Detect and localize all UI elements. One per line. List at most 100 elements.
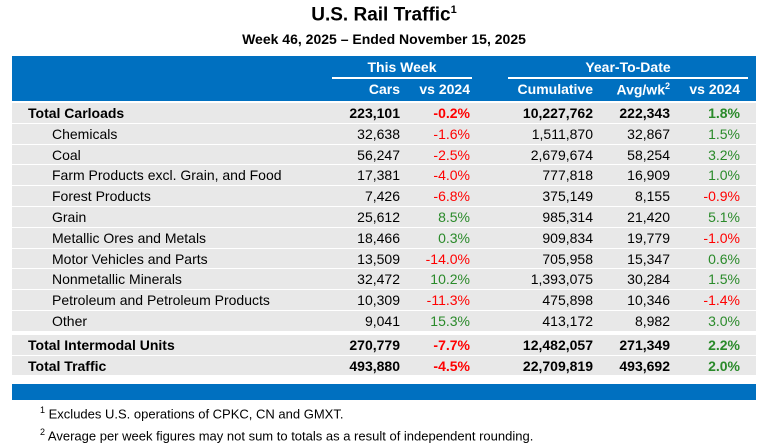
cell-cum: 1,511,870 bbox=[531, 125, 593, 142]
cell-label: Total Traffic bbox=[28, 357, 107, 374]
cell-vs-ytd: -1.0% bbox=[703, 229, 740, 246]
cell-avg: 58,254 bbox=[627, 146, 670, 163]
cell-cars: 25,612 bbox=[357, 208, 400, 225]
cell-vs-ytd: -1.4% bbox=[703, 292, 740, 309]
cell-avg: 16,909 bbox=[627, 167, 670, 184]
cell-label: Petroleum and Petroleum Products bbox=[52, 292, 270, 309]
cell-cars: 493,880 bbox=[349, 357, 400, 374]
cell-label: Grain bbox=[52, 208, 87, 225]
table-row: Metallic Ores and Metals 18,466 0.3% 909,83… bbox=[12, 227, 756, 249]
subtitle: Week 46, 2025 – Ended November 15, 2025 bbox=[242, 31, 526, 47]
cell-cars: 17,381 bbox=[357, 167, 400, 184]
cell-label: Coal bbox=[52, 146, 81, 163]
cell-avg: 8,982 bbox=[634, 312, 670, 329]
cell-cum: 705,958 bbox=[542, 250, 593, 267]
cell-cars: 13,509 bbox=[357, 250, 400, 267]
cell-cum: 777,818 bbox=[542, 167, 593, 184]
cell-vs: -4.0% bbox=[433, 167, 470, 184]
cell-label: Forest Products bbox=[52, 188, 151, 205]
cell-vs: 0.3% bbox=[438, 229, 470, 246]
cell-vs-ytd: 3.0% bbox=[708, 312, 740, 329]
cell-avg: 222,343 bbox=[619, 105, 670, 121]
cell-label: Total Intermodal Units bbox=[28, 336, 175, 353]
cell-vs-ytd: 1.0% bbox=[708, 167, 740, 184]
cell-avg: 15,347 bbox=[627, 250, 670, 267]
cell-vs-ytd: 1.8% bbox=[708, 105, 740, 121]
cell-vs-ytd: 2.0% bbox=[708, 357, 740, 374]
cell-vs: 15.3% bbox=[430, 312, 470, 329]
row-gap bbox=[12, 331, 756, 335]
cell-vs-ytd: 1.5% bbox=[708, 271, 740, 288]
cell-cum: 12,482,057 bbox=[522, 336, 593, 353]
cell-cum: 375,149 bbox=[542, 188, 593, 205]
cell-avg: 493,692 bbox=[619, 357, 670, 374]
footnote-2: 2 Average per week figures may not sum t… bbox=[40, 427, 534, 444]
ytd-header: Year-To-Date bbox=[508, 59, 748, 79]
cell-label: Farm Products excl. Grain, and Food bbox=[52, 167, 282, 184]
table-row: Nonmetallic Minerals 32,472 10.2% 1,393,075… bbox=[12, 269, 756, 291]
cell-avg: 10,346 bbox=[627, 292, 670, 309]
cell-cars: 32,472 bbox=[357, 271, 400, 288]
cell-avg: 21,420 bbox=[627, 208, 670, 225]
cell-vs: 10.2% bbox=[430, 271, 470, 288]
this-week-header: This Week bbox=[332, 59, 472, 79]
cell-vs: -7.7% bbox=[433, 336, 470, 353]
table-row: Petroleum and Petroleum Products 10,309 -1… bbox=[12, 290, 756, 311]
table-body: Total Carloads 223,101 -0.2% 10,227,762 222,… bbox=[12, 103, 756, 377]
cell-cars: 56,247 bbox=[357, 146, 400, 163]
cell-vs-ytd: 1.5% bbox=[708, 125, 740, 142]
cell-cars: 7,426 bbox=[364, 188, 400, 205]
table-row: Other 9,041 15.3% 413,172 8,982 3.0% bbox=[12, 310, 756, 332]
cell-label: Other bbox=[52, 312, 88, 329]
cell-vs-ytd: 2.2% bbox=[708, 336, 740, 353]
table-row: Motor Vehicles and Parts 13,509 -14.0% 705,… bbox=[12, 248, 756, 270]
cell-cum: 1,393,075 bbox=[530, 271, 593, 288]
cell-avg: 271,349 bbox=[619, 336, 670, 353]
cell-cum: 413,172 bbox=[542, 312, 593, 329]
cell-vs: -0.2% bbox=[433, 105, 470, 121]
cell-cum: 2,679,674 bbox=[530, 146, 593, 163]
cell-cars: 9,041 bbox=[364, 312, 400, 329]
table-row: Coal 56,247 -2.5% 2,679,674 58,254 3.2% bbox=[12, 144, 756, 166]
cell-vs: -6.8% bbox=[433, 188, 470, 205]
table-header: This Week Year-To-Date Cars vs 2024 Cumu… bbox=[12, 56, 756, 101]
cell-vs-ytd: 0.6% bbox=[708, 250, 740, 267]
footer-bar bbox=[12, 384, 756, 400]
table-row: Grain 25,612 8.5% 985,314 21,420 5.1% bbox=[12, 206, 756, 228]
cell-cum: 10,227,762 bbox=[522, 105, 593, 121]
cell-avg: 32,867 bbox=[627, 125, 670, 142]
cell-label: Chemicals bbox=[52, 125, 118, 142]
cell-vs: -1.6% bbox=[433, 125, 470, 142]
cell-vs: -11.3% bbox=[426, 292, 470, 309]
vs2024-week-header: vs 2024 bbox=[419, 81, 470, 97]
table-row: Total Carloads 223,101 -0.2% 10,227,762 222,… bbox=[12, 103, 756, 124]
cell-avg: 30,284 bbox=[627, 271, 670, 288]
cell-cars: 18,466 bbox=[357, 229, 400, 246]
cell-label: Motor Vehicles and Parts bbox=[52, 250, 208, 267]
cell-cum: 475,898 bbox=[542, 292, 593, 309]
page-title: U.S. Rail Traffic1 bbox=[311, 4, 457, 26]
cell-vs: -14.0% bbox=[425, 250, 470, 267]
table-row: Total Intermodal Units 270,779 -7.7% 12,482… bbox=[12, 334, 756, 356]
vs2024-ytd-header: vs 2024 bbox=[689, 81, 740, 97]
cell-cars: 32,638 bbox=[357, 125, 400, 142]
cell-cum: 909,834 bbox=[542, 229, 593, 246]
cell-cars: 270,779 bbox=[349, 336, 400, 353]
cell-cars: 223,101 bbox=[349, 105, 400, 121]
cell-avg: 19,779 bbox=[627, 229, 670, 246]
cell-avg: 8,155 bbox=[634, 188, 670, 205]
cell-vs-ytd: 3.2% bbox=[708, 146, 740, 163]
cell-label: Total Carloads bbox=[28, 105, 125, 121]
cell-vs: -4.5% bbox=[433, 357, 470, 374]
table-row: Forest Products 7,426 -6.8% 375,149 8,155 -0.… bbox=[12, 186, 756, 207]
cell-cars: 10,309 bbox=[357, 292, 400, 309]
cell-vs: -2.5% bbox=[433, 146, 470, 163]
footnote-1: 1 Excludes U.S. operations of CPKC, CN a… bbox=[40, 405, 344, 422]
cell-vs-ytd: -0.9% bbox=[703, 188, 740, 205]
cell-cum: 985,314 bbox=[542, 208, 593, 225]
cell-cum: 22,709,819 bbox=[522, 357, 593, 374]
cumulative-header: Cumulative bbox=[517, 81, 593, 97]
avg-week-header: Avg/wk2 bbox=[616, 81, 670, 98]
cell-vs: 8.5% bbox=[438, 208, 470, 225]
table-row: Total Traffic 493,880 -4.5% 22,709,819 493,6… bbox=[12, 355, 756, 377]
